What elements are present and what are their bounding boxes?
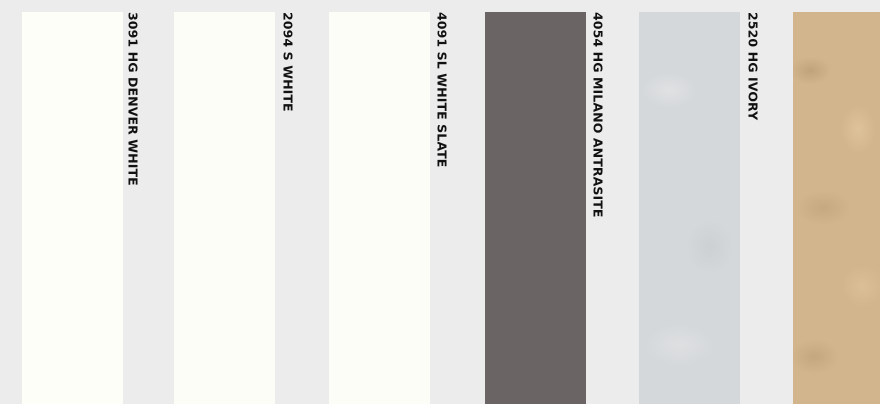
swatch-label-denver-white: 3091 HG DENVER WHITE	[125, 12, 141, 186]
swatch-s-white[interactable]	[174, 12, 275, 404]
swatch-white-slate[interactable]	[329, 12, 430, 404]
swatch-label-milano-antrasite: 4054 HG MILANO ANTRASITE	[590, 12, 606, 218]
swatch-texture-overlay	[639, 12, 740, 404]
swatch-label-ivory: 2520 HG IVORY	[745, 12, 761, 121]
swatch-denver-white[interactable]	[22, 12, 123, 404]
swatch-beige-texture[interactable]	[793, 12, 880, 404]
swatch-label-white-slate: 4091 SL WHITE SLATE	[434, 12, 450, 168]
swatch-grey-texture[interactable]	[639, 12, 740, 404]
swatch-texture-overlay	[793, 12, 880, 404]
swatch-milano-antrasite[interactable]	[485, 12, 586, 404]
swatch-label-s-white: 2094 S WHITE	[280, 12, 296, 112]
